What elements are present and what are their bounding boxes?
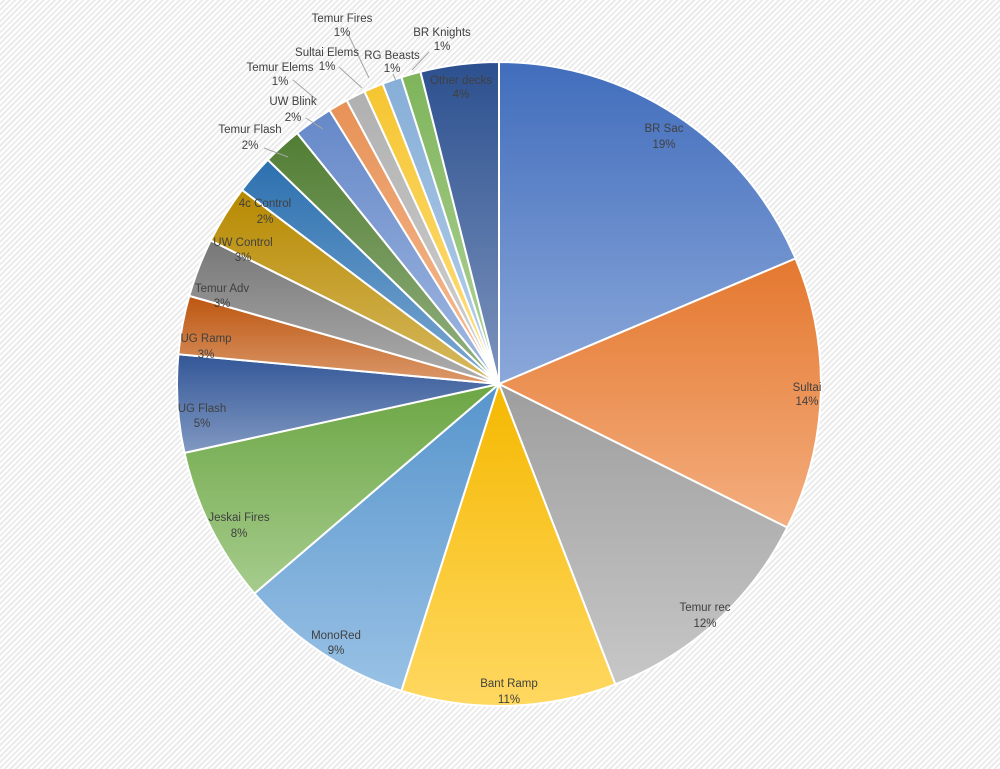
- slice-label-name: MonoRed: [311, 630, 361, 642]
- slice-label-name: 4c Control: [239, 198, 291, 210]
- slice-label-percent: 2%: [285, 112, 302, 124]
- label-leader-line: [292, 79, 318, 101]
- slice-label-name: Temur Adv: [195, 283, 250, 295]
- slice-label-percent: 12%: [693, 618, 716, 630]
- slice-label-percent: 9%: [328, 645, 345, 657]
- slice-label-percent: 1%: [319, 61, 336, 73]
- pie-slice-other-decks[interactable]: [419, 61, 500, 385]
- pie-slice-sultai[interactable]: [498, 257, 822, 529]
- label-leader-line: [392, 73, 397, 82]
- label-leader-line: [338, 66, 363, 89]
- slice-label-percent: 5%: [194, 418, 211, 430]
- slice-label-name: RG Beasts: [364, 50, 420, 62]
- slice-label-name: UG Ramp: [180, 333, 231, 345]
- slice-label-percent: 3%: [198, 349, 215, 361]
- slice-label-name: Temur Elems: [246, 62, 313, 74]
- slice-label-name: Temur Flash: [218, 124, 281, 136]
- slice-label-percent: 3%: [235, 252, 252, 264]
- slice-label-name: Temur Fires: [312, 13, 373, 25]
- pie-slice-br-sac[interactable]: [498, 61, 797, 385]
- slice-label-percent: 14%: [795, 396, 818, 408]
- slice-label-name: Other decks: [430, 75, 492, 87]
- slice-label-name: UG Flash: [178, 403, 227, 415]
- slice-label-percent: 19%: [652, 139, 675, 151]
- slice-label-percent: 1%: [434, 41, 451, 53]
- slice-label-name: Temur rec: [679, 602, 730, 614]
- slice-label-name: BR Knights: [413, 27, 471, 39]
- slice-label-percent: 3%: [214, 298, 231, 310]
- slice-label-percent: 2%: [242, 140, 259, 152]
- slice-label-percent: 1%: [272, 76, 289, 88]
- label-leader-line: [411, 51, 430, 71]
- slice-label-name: BR Sac: [645, 123, 684, 135]
- slice-label-percent: 1%: [334, 27, 351, 39]
- slice-label-percent: 2%: [257, 214, 274, 226]
- label-leader-line: [263, 147, 289, 158]
- slice-label-percent: 1%: [384, 63, 401, 75]
- slice-label-name: Sultai: [793, 382, 822, 394]
- label-leader-line: [305, 117, 324, 130]
- slice-label-percent: 11%: [498, 694, 520, 706]
- pie-slice-bant-ramp[interactable]: [400, 383, 617, 707]
- label-leader-line: [347, 33, 370, 79]
- slice-label-name: Sultai Elems: [295, 47, 359, 59]
- slice-label-name: Bant Ramp: [480, 678, 538, 690]
- slice-label-percent: 4%: [453, 89, 470, 101]
- slice-label-name: UW Control: [213, 237, 272, 249]
- pie-slice-temur-rec[interactable]: [498, 383, 789, 686]
- slice-label-name: UW Blink: [269, 96, 317, 108]
- slice-label-name: Jeskai Fires: [208, 512, 270, 524]
- pie-slice-monored[interactable]: [253, 383, 500, 692]
- slice-label-percent: 8%: [231, 528, 248, 540]
